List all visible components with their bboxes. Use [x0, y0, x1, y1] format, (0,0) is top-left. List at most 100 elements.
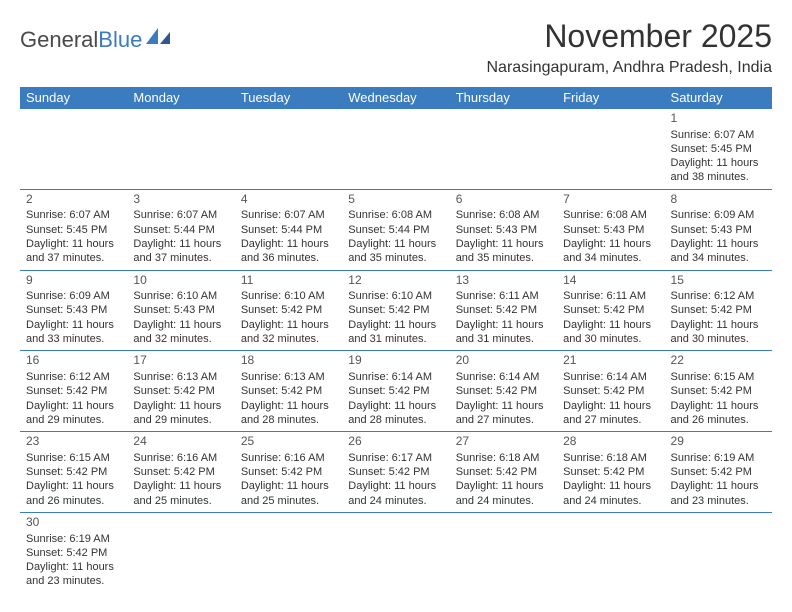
daylight-text: Daylight: 11 hours and 29 minutes. — [133, 399, 228, 428]
sunrise-text: Sunrise: 6:12 AM — [671, 289, 766, 303]
sunset-text: Sunset: 5:42 PM — [348, 465, 443, 479]
day-number: 19 — [348, 353, 443, 369]
calendar-cell: 25Sunrise: 6:16 AMSunset: 5:42 PMDayligh… — [235, 432, 342, 513]
calendar-row: 2Sunrise: 6:07 AMSunset: 5:45 PMDaylight… — [20, 189, 772, 270]
calendar-cell — [342, 109, 449, 190]
calendar-header-row: SundayMondayTuesdayWednesdayThursdayFrid… — [20, 87, 772, 109]
sunrise-text: Sunrise: 6:07 AM — [133, 208, 228, 222]
calendar-cell: 30Sunrise: 6:19 AMSunset: 5:42 PMDayligh… — [20, 512, 127, 592]
day-number: 14 — [563, 273, 658, 289]
day-number: 27 — [456, 434, 551, 450]
day-number: 13 — [456, 273, 551, 289]
sunset-text: Sunset: 5:42 PM — [26, 384, 121, 398]
calendar-cell: 6Sunrise: 6:08 AMSunset: 5:43 PMDaylight… — [450, 189, 557, 270]
sunset-text: Sunset: 5:42 PM — [456, 303, 551, 317]
weekday-header: Sunday — [20, 87, 127, 109]
calendar-cell — [450, 109, 557, 190]
sunrise-text: Sunrise: 6:08 AM — [456, 208, 551, 222]
daylight-text: Daylight: 11 hours and 29 minutes. — [26, 399, 121, 428]
calendar-cell: 3Sunrise: 6:07 AMSunset: 5:44 PMDaylight… — [127, 189, 234, 270]
logo-text: GeneralBlue — [20, 27, 142, 53]
sunset-text: Sunset: 5:42 PM — [26, 546, 121, 560]
calendar-cell: 8Sunrise: 6:09 AMSunset: 5:43 PMDaylight… — [665, 189, 772, 270]
day-number: 23 — [26, 434, 121, 450]
daylight-text: Daylight: 11 hours and 32 minutes. — [133, 318, 228, 347]
title-block: November 2025 Narasingapuram, Andhra Pra… — [486, 18, 772, 77]
sunrise-text: Sunrise: 6:14 AM — [563, 370, 658, 384]
calendar-cell: 1Sunrise: 6:07 AMSunset: 5:45 PMDaylight… — [665, 109, 772, 190]
sunrise-text: Sunrise: 6:07 AM — [26, 208, 121, 222]
daylight-text: Daylight: 11 hours and 25 minutes. — [133, 479, 228, 508]
sunset-text: Sunset: 5:42 PM — [456, 465, 551, 479]
daylight-text: Daylight: 11 hours and 30 minutes. — [563, 318, 658, 347]
daylight-text: Daylight: 11 hours and 26 minutes. — [671, 399, 766, 428]
sunset-text: Sunset: 5:42 PM — [348, 303, 443, 317]
calendar-cell: 15Sunrise: 6:12 AMSunset: 5:42 PMDayligh… — [665, 270, 772, 351]
calendar-cell: 16Sunrise: 6:12 AMSunset: 5:42 PMDayligh… — [20, 351, 127, 432]
daylight-text: Daylight: 11 hours and 23 minutes. — [26, 560, 121, 589]
sunrise-text: Sunrise: 6:11 AM — [563, 289, 658, 303]
day-number: 6 — [456, 192, 551, 208]
calendar-cell: 17Sunrise: 6:13 AMSunset: 5:42 PMDayligh… — [127, 351, 234, 432]
daylight-text: Daylight: 11 hours and 30 minutes. — [671, 318, 766, 347]
sunrise-text: Sunrise: 6:11 AM — [456, 289, 551, 303]
day-number: 24 — [133, 434, 228, 450]
calendar-cell: 5Sunrise: 6:08 AMSunset: 5:44 PMDaylight… — [342, 189, 449, 270]
calendar-row: 30Sunrise: 6:19 AMSunset: 5:42 PMDayligh… — [20, 512, 772, 592]
daylight-text: Daylight: 11 hours and 27 minutes. — [456, 399, 551, 428]
calendar-row: 16Sunrise: 6:12 AMSunset: 5:42 PMDayligh… — [20, 351, 772, 432]
calendar-cell: 24Sunrise: 6:16 AMSunset: 5:42 PMDayligh… — [127, 432, 234, 513]
calendar-row: 23Sunrise: 6:15 AMSunset: 5:42 PMDayligh… — [20, 432, 772, 513]
calendar-cell — [557, 512, 664, 592]
calendar-cell: 21Sunrise: 6:14 AMSunset: 5:42 PMDayligh… — [557, 351, 664, 432]
sunset-text: Sunset: 5:42 PM — [348, 384, 443, 398]
sunrise-text: Sunrise: 6:10 AM — [133, 289, 228, 303]
day-number: 28 — [563, 434, 658, 450]
day-number: 7 — [563, 192, 658, 208]
daylight-text: Daylight: 11 hours and 36 minutes. — [241, 237, 336, 266]
day-number: 21 — [563, 353, 658, 369]
sunset-text: Sunset: 5:42 PM — [133, 384, 228, 398]
sunrise-text: Sunrise: 6:09 AM — [26, 289, 121, 303]
calendar-cell — [20, 109, 127, 190]
sunset-text: Sunset: 5:44 PM — [133, 223, 228, 237]
daylight-text: Daylight: 11 hours and 35 minutes. — [456, 237, 551, 266]
calendar-cell: 11Sunrise: 6:10 AMSunset: 5:42 PMDayligh… — [235, 270, 342, 351]
calendar: SundayMondayTuesdayWednesdayThursdayFrid… — [20, 87, 772, 593]
calendar-cell: 4Sunrise: 6:07 AMSunset: 5:44 PMDaylight… — [235, 189, 342, 270]
daylight-text: Daylight: 11 hours and 35 minutes. — [348, 237, 443, 266]
calendar-cell: 13Sunrise: 6:11 AMSunset: 5:42 PMDayligh… — [450, 270, 557, 351]
calendar-cell: 2Sunrise: 6:07 AMSunset: 5:45 PMDaylight… — [20, 189, 127, 270]
calendar-cell: 19Sunrise: 6:14 AMSunset: 5:42 PMDayligh… — [342, 351, 449, 432]
sunrise-text: Sunrise: 6:09 AM — [671, 208, 766, 222]
logo-text-gray: General — [20, 27, 98, 52]
calendar-body: 1Sunrise: 6:07 AMSunset: 5:45 PMDaylight… — [20, 109, 772, 593]
daylight-text: Daylight: 11 hours and 37 minutes. — [26, 237, 121, 266]
calendar-row: 9Sunrise: 6:09 AMSunset: 5:43 PMDaylight… — [20, 270, 772, 351]
daylight-text: Daylight: 11 hours and 24 minutes. — [456, 479, 551, 508]
day-number: 4 — [241, 192, 336, 208]
day-number: 12 — [348, 273, 443, 289]
sunset-text: Sunset: 5:43 PM — [671, 223, 766, 237]
sunset-text: Sunset: 5:42 PM — [563, 384, 658, 398]
calendar-cell: 26Sunrise: 6:17 AMSunset: 5:42 PMDayligh… — [342, 432, 449, 513]
day-number: 16 — [26, 353, 121, 369]
sunset-text: Sunset: 5:42 PM — [671, 303, 766, 317]
daylight-text: Daylight: 11 hours and 37 minutes. — [133, 237, 228, 266]
daylight-text: Daylight: 11 hours and 28 minutes. — [241, 399, 336, 428]
calendar-cell: 10Sunrise: 6:10 AMSunset: 5:43 PMDayligh… — [127, 270, 234, 351]
sunset-text: Sunset: 5:43 PM — [563, 223, 658, 237]
day-number: 20 — [456, 353, 551, 369]
header: GeneralBlue November 2025 Narasingapuram… — [20, 18, 772, 77]
calendar-cell: 20Sunrise: 6:14 AMSunset: 5:42 PMDayligh… — [450, 351, 557, 432]
sunset-text: Sunset: 5:42 PM — [241, 465, 336, 479]
sunset-text: Sunset: 5:42 PM — [563, 303, 658, 317]
sunset-text: Sunset: 5:44 PM — [241, 223, 336, 237]
daylight-text: Daylight: 11 hours and 34 minutes. — [671, 237, 766, 266]
sunrise-text: Sunrise: 6:07 AM — [671, 128, 766, 142]
sunrise-text: Sunrise: 6:13 AM — [241, 370, 336, 384]
sunset-text: Sunset: 5:42 PM — [133, 465, 228, 479]
weekday-header: Monday — [127, 87, 234, 109]
sunrise-text: Sunrise: 6:13 AM — [133, 370, 228, 384]
daylight-text: Daylight: 11 hours and 24 minutes. — [348, 479, 443, 508]
